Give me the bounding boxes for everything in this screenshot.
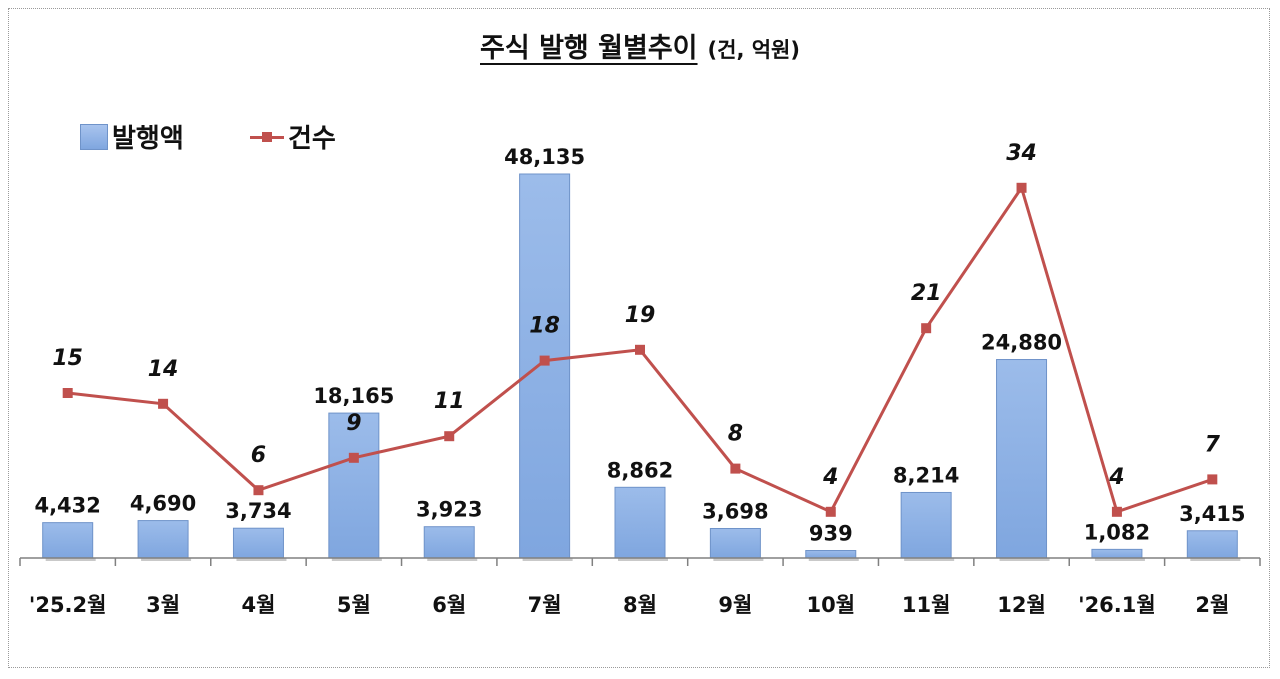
count-point xyxy=(1111,506,1122,517)
bar xyxy=(137,520,189,559)
x-tick-label: '26.1월 xyxy=(1078,593,1156,617)
legend-bar-swatch xyxy=(80,123,108,150)
count-point xyxy=(730,463,741,474)
count-value-label: 15 xyxy=(52,346,83,371)
count-point xyxy=(921,323,932,334)
chart-unit: (건, 억원) xyxy=(707,38,800,62)
bar xyxy=(1186,530,1238,559)
bar xyxy=(614,486,666,559)
legend-item-bar: 발행액 xyxy=(80,118,184,155)
x-tick-label: 9월 xyxy=(718,593,752,617)
count-value-label: 7 xyxy=(1205,432,1221,457)
count-point xyxy=(62,388,73,398)
bar-value-label: 24,880 xyxy=(981,331,1062,355)
bar xyxy=(328,412,380,559)
bar-value-label: 8,214 xyxy=(893,463,959,487)
count-point xyxy=(158,398,169,409)
bar-shadow xyxy=(904,558,955,561)
x-tick-label: 2월 xyxy=(1195,593,1229,617)
bar-shadow xyxy=(1094,558,1145,561)
bar-value-label: 8,862 xyxy=(607,458,673,482)
count-point xyxy=(1207,474,1218,485)
bar-shadow xyxy=(331,558,382,561)
legend-line-swatch xyxy=(250,131,284,143)
bar-value-label: 48,135 xyxy=(504,145,585,169)
count-value-label: 21 xyxy=(911,281,942,306)
bar-value-label: 3,734 xyxy=(225,499,291,523)
x-tick-label: 10월 xyxy=(806,593,855,617)
x-tick-label: 4월 xyxy=(241,593,275,617)
bar xyxy=(709,527,761,559)
chart-title-text: 주식 발행 월별추이 xyxy=(480,33,698,64)
bar xyxy=(42,522,94,559)
bar xyxy=(900,491,952,559)
count-point xyxy=(825,506,836,517)
bar-value-label: 3,923 xyxy=(416,498,482,522)
count-point xyxy=(348,452,359,463)
count-value-label: 19 xyxy=(625,303,656,328)
legend-bar-label: 발행액 xyxy=(112,124,184,154)
count-value-label: 11 xyxy=(434,389,465,414)
bar xyxy=(1091,548,1143,559)
count-value-label: 6 xyxy=(251,443,266,468)
bar-value-label: 4,690 xyxy=(130,492,196,516)
x-tick-label: 8월 xyxy=(623,593,657,617)
bar-shadow xyxy=(141,558,192,561)
count-value-label: 18 xyxy=(529,314,560,339)
x-tick-label: 5월 xyxy=(337,593,371,617)
count-point xyxy=(444,431,455,442)
x-tick-label: 6월 xyxy=(432,593,466,617)
bar-value-label: 3,698 xyxy=(702,499,768,523)
bar-value-label: 4,432 xyxy=(34,494,100,518)
bar xyxy=(519,173,571,559)
legend-item-line: 건수 xyxy=(250,118,336,155)
bar xyxy=(423,526,475,559)
bar-shadow xyxy=(618,558,668,561)
x-tick-label: 12월 xyxy=(997,593,1046,617)
count-point xyxy=(253,485,264,496)
bar-shadow xyxy=(236,558,287,561)
count-value-label: 4 xyxy=(1108,465,1124,490)
count-value-label: 34 xyxy=(1006,141,1037,166)
bar-shadow xyxy=(427,558,478,561)
bar-shadow xyxy=(1190,558,1241,561)
bar-value-label: 939 xyxy=(809,522,853,546)
x-tick-label: 3월 xyxy=(146,593,180,617)
count-value-label: 9 xyxy=(346,411,361,436)
chart-title: 주식 발행 월별추이 (건, 억원) xyxy=(0,26,1280,65)
count-value-label: 8 xyxy=(728,422,743,447)
count-point xyxy=(635,344,645,355)
x-tick-label: 11월 xyxy=(902,593,951,617)
x-tick-label: '25.2월 xyxy=(29,593,107,617)
bar xyxy=(805,550,857,559)
x-tick-label: 7월 xyxy=(528,593,562,617)
bar-value-label: 1,082 xyxy=(1084,520,1150,544)
bar-value-label: 18,165 xyxy=(313,384,394,408)
bar-shadow xyxy=(713,558,764,561)
bar-shadow xyxy=(522,558,573,561)
bar-value-label: 3,415 xyxy=(1179,502,1245,526)
bar-shadow xyxy=(45,558,96,561)
count-point xyxy=(539,355,550,366)
legend-line-label: 건수 xyxy=(288,124,336,154)
bar xyxy=(232,527,284,559)
count-value-label: 14 xyxy=(148,357,179,382)
chart-frame xyxy=(8,8,1270,668)
bar-shadow xyxy=(808,558,859,561)
bar xyxy=(996,359,1048,559)
count-point xyxy=(1016,182,1027,193)
bar-shadow xyxy=(999,558,1050,561)
count-value-label: 4 xyxy=(822,465,838,490)
